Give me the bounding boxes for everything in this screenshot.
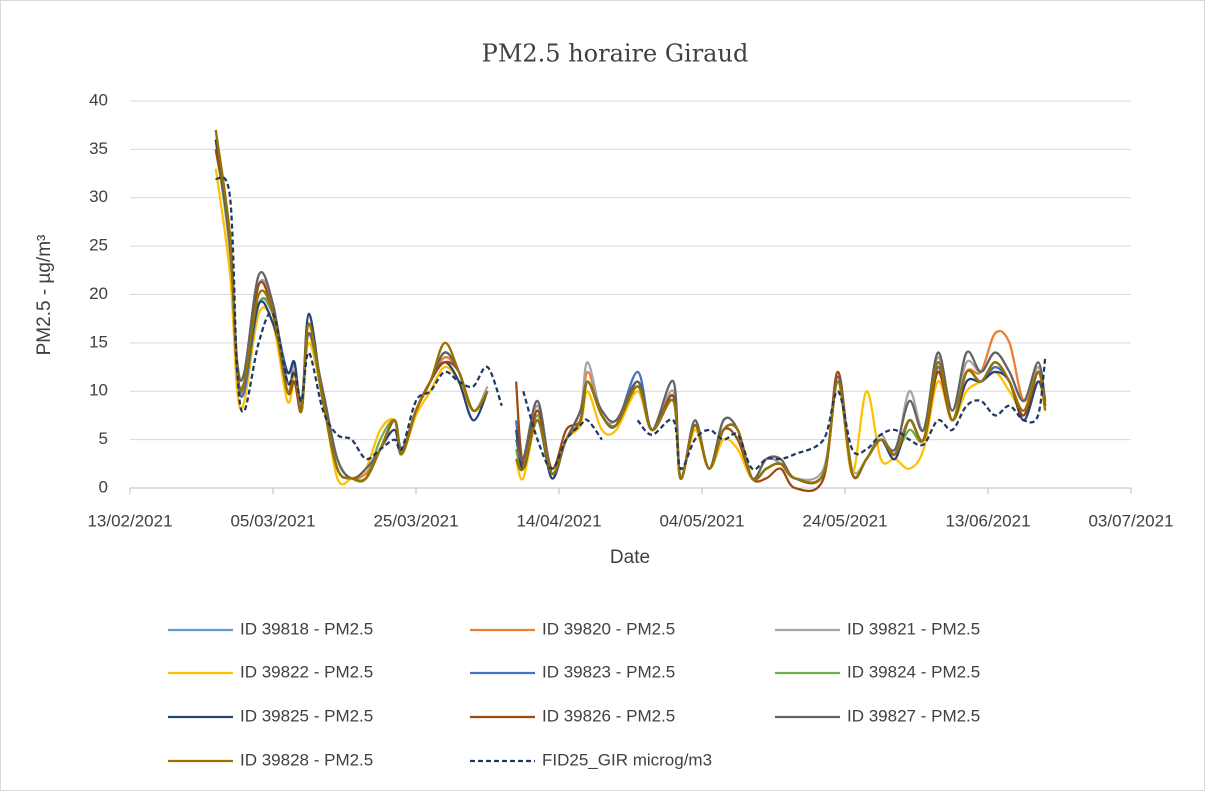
x-tick-label: 25/03/2021 [373,511,458,530]
legend-label: ID 39828 - PM2.5 [240,750,373,769]
legend-label: ID 39825 - PM2.5 [240,706,373,725]
y-tick-label: 10 [89,381,108,400]
series-line [214,129,1047,484]
x-axis-label: Date [610,547,650,568]
y-tick-label: 25 [89,236,108,255]
legend-label: ID 39824 - PM2.5 [847,662,980,681]
legend-label: ID 39823 - PM2.5 [542,662,675,681]
x-tick-label: 13/06/2021 [945,511,1030,530]
y-tick-label: 0 [99,477,108,496]
legend-label: ID 39827 - PM2.5 [847,706,980,725]
legend-label: ID 39826 - PM2.5 [542,706,675,725]
y-tick-label: 20 [89,284,108,303]
x-tick-label: 14/04/2021 [516,511,601,530]
legend-label: FID25_GIR microg/m3 [542,750,712,769]
series-line [214,176,1047,471]
y-tick-label: 40 [89,90,108,109]
y-tick-label: 15 [89,332,108,351]
x-tick-label: 05/03/2021 [230,511,315,530]
x-tick-label: 03/07/2021 [1088,511,1173,530]
legend-label: ID 39818 - PM2.5 [240,619,373,638]
legend-label: ID 39821 - PM2.5 [847,619,980,638]
x-tick-label: 24/05/2021 [802,511,887,530]
y-axis-label: PM2.5 - µg/m³ [34,235,55,356]
y-tick-label: 30 [89,187,108,206]
legend-label: ID 39820 - PM2.5 [542,619,675,638]
legend-label: ID 39822 - PM2.5 [240,662,373,681]
x-tick-label: 04/05/2021 [659,511,744,530]
chart-title: PM2.5 horaire Giraud [482,40,749,68]
y-tick-label: 5 [99,429,108,448]
y-tick-label: 35 [89,139,108,158]
x-tick-label: 13/02/2021 [87,511,172,530]
